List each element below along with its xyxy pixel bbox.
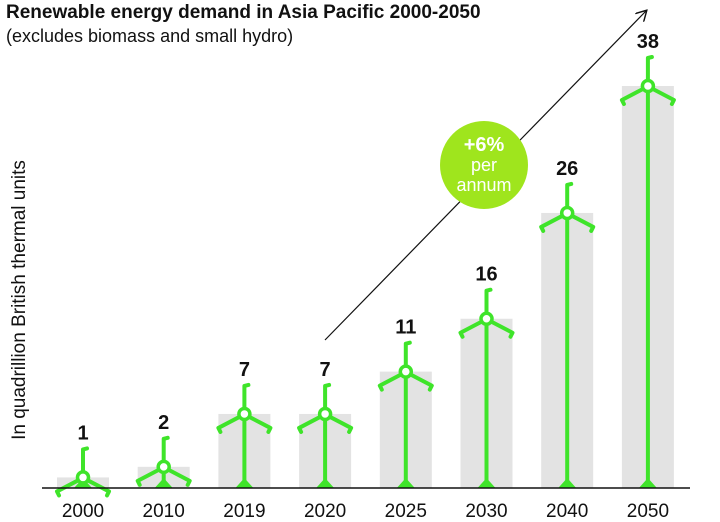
- turbine-blade: [484, 287, 493, 315]
- data-label: 7: [320, 359, 331, 381]
- turbine-blade: [619, 87, 645, 106]
- turbine-base: [396, 478, 415, 488]
- turbine-base: [477, 478, 496, 488]
- data-label: 11: [395, 317, 416, 339]
- turbine-hub: [640, 78, 656, 94]
- turbine-blade: [565, 181, 574, 209]
- turbine-blade: [377, 372, 403, 392]
- turbine-hub: [559, 205, 575, 221]
- turbine-blade: [323, 382, 332, 410]
- growth-rate-annum: annum: [456, 175, 512, 195]
- turbine-base: [235, 478, 254, 488]
- turbine-blade: [86, 478, 111, 498]
- turbine-blade: [166, 467, 192, 487]
- growth-rate-bubble: +6% per annum: [440, 121, 528, 209]
- turbine-blade: [81, 446, 89, 474]
- turbine-hub: [479, 311, 494, 326]
- turbine-blade: [650, 87, 676, 106]
- turbine-blade: [645, 55, 654, 82]
- turbine-hub: [317, 406, 333, 422]
- x-tick-label: 2019: [223, 501, 265, 522]
- turbine-blade: [297, 414, 323, 434]
- turbine-blade: [55, 478, 80, 498]
- turbine-blade: [408, 372, 434, 392]
- turbine-hub: [237, 406, 252, 422]
- turbine-base: [638, 478, 657, 488]
- x-tick-label: 2025: [385, 501, 427, 522]
- x-tick-label: 2010: [143, 501, 185, 522]
- growth-rate-per: per: [470, 155, 497, 175]
- x-tick-label: 2000: [62, 501, 104, 522]
- turbine-blade: [458, 319, 484, 339]
- chart-subtitle: (excludes biomass and small hydro): [6, 26, 294, 46]
- turbine-hub: [75, 470, 91, 485]
- growth-rate: +6%: [463, 134, 505, 156]
- turbine-blade: [489, 319, 515, 339]
- turbine-blade: [570, 213, 596, 233]
- turbine-blade: [161, 435, 170, 463]
- data-label: 2: [158, 412, 169, 434]
- x-tick-label: 2020: [304, 501, 346, 522]
- turbine-hub: [156, 459, 171, 475]
- data-label: 1: [77, 422, 88, 444]
- x-tick-label: 2040: [546, 501, 588, 522]
- turbine-blade: [242, 382, 251, 410]
- data-label: 26: [556, 158, 578, 180]
- turbine-blade: [247, 414, 273, 434]
- turbine-hub: [398, 364, 414, 379]
- data-label: 38: [637, 31, 659, 53]
- turbine-blade: [328, 414, 354, 434]
- turbine-blade: [135, 467, 161, 487]
- turbine-blade: [216, 414, 242, 434]
- turbine-base: [316, 478, 335, 488]
- x-tick-label: 2030: [465, 501, 507, 522]
- x-tick-label: 2050: [627, 501, 669, 522]
- turbine-blade: [539, 213, 565, 233]
- turbine-base: [558, 478, 577, 488]
- turbine-blade: [403, 340, 412, 368]
- data-label: 7: [239, 359, 250, 381]
- turbine-base: [154, 478, 173, 488]
- chart-title: Renewable energy demand in Asia Pacific …: [6, 2, 481, 23]
- data-label: 16: [475, 264, 497, 286]
